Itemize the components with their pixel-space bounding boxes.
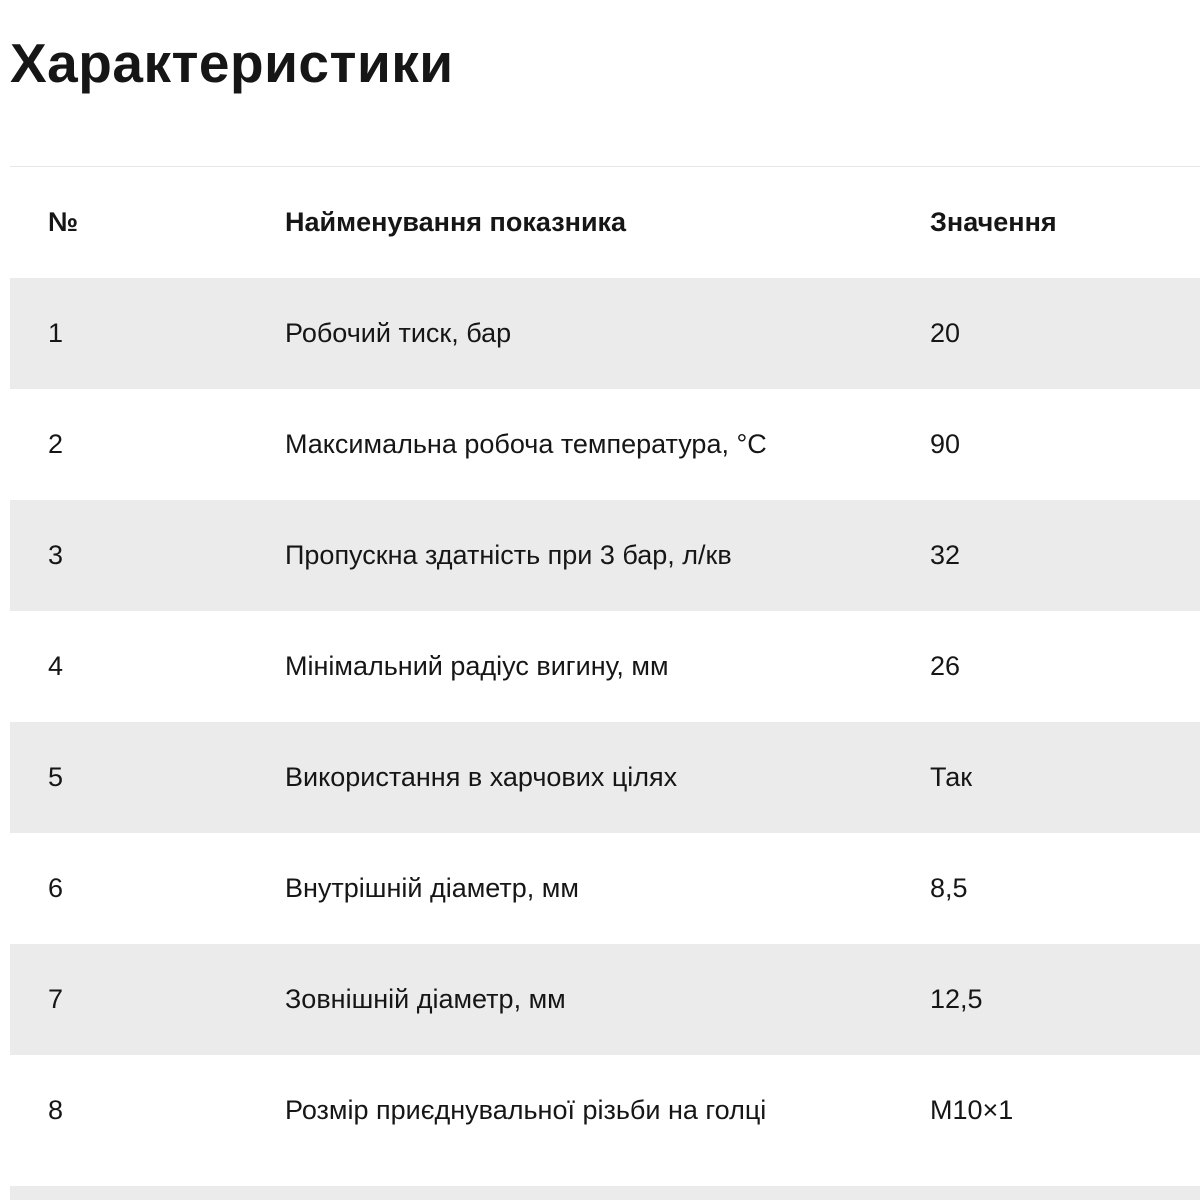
row-name: Використання в харчових цілях [285,762,678,793]
row-name: Робочий тиск, бар [285,318,512,349]
row-value: 32 [930,540,961,571]
row-name: Мінімальний радіус вигину, мм [285,651,669,682]
table-row: 8 Розмір приєднувальної різьби на голці … [10,1055,1200,1166]
row-number: 8 [48,1095,64,1126]
row-value: 20 [930,318,961,349]
row-number: 5 [48,762,64,793]
next-row-partial-strip [10,1186,1200,1200]
column-header-name: Найменування показника [285,207,627,238]
row-number: 6 [48,873,64,904]
table-row: 5 Використання в харчових цілях Так [10,722,1200,833]
row-number: 3 [48,540,64,571]
table-row: 4 Мінімальний радіус вигину, мм 26 [10,611,1200,722]
table-row: 3 Пропускна здатність при 3 бар, л/кв 32 [10,500,1200,611]
row-name: Пропускна здатність при 3 бар, л/кв [285,540,732,571]
row-number: 2 [48,429,64,460]
column-header-number: № [48,207,79,238]
row-value: Так [930,762,973,793]
table-row: 6 Внутрішній діаметр, мм 8,5 [10,833,1200,944]
row-value: 26 [930,651,961,682]
row-number: 4 [48,651,64,682]
spec-table: № Найменування показника Значення 1 Робо… [10,166,1200,1166]
table-row: 7 Зовнішній діаметр, мм 12,5 [10,944,1200,1055]
row-name: Внутрішній діаметр, мм [285,873,579,904]
row-name: Розмір приєднувальної різьби на голці [285,1095,767,1126]
table-row: 1 Робочий тиск, бар 20 [10,278,1200,389]
row-name: Максимальна робоча температура, °С [285,429,767,460]
row-number: 7 [48,984,64,1015]
row-number: 1 [48,318,64,349]
table-row: 2 Максимальна робоча температура, °С 90 [10,389,1200,500]
row-value: 8,5 [930,873,968,904]
row-name: Зовнішній діаметр, мм [285,984,566,1015]
column-header-value: Значення [930,207,1057,238]
table-header-row: № Найменування показника Значення [10,167,1200,278]
page-title: Характеристики [10,32,454,94]
row-value: M10×1 [930,1095,1014,1126]
row-value: 90 [930,429,961,460]
row-value: 12,5 [930,984,983,1015]
